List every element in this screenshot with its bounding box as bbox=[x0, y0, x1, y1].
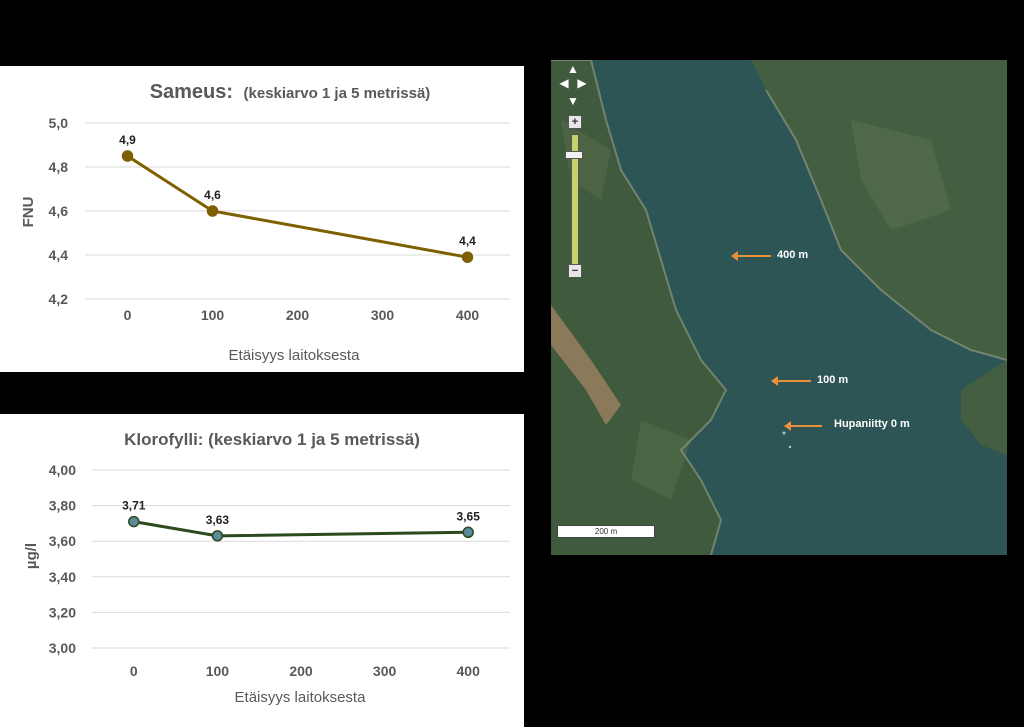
marker-arrow-400m bbox=[731, 251, 771, 261]
pan-left-button[interactable]: ◀ bbox=[559, 76, 569, 90]
y-tick-label: 4,4 bbox=[49, 247, 69, 263]
map-terrain bbox=[551, 60, 1007, 555]
chart-subtitle: (keskiarvo 1 ja 5 metrissä) bbox=[244, 85, 431, 102]
x-axis-label: Etäisyys laitoksesta bbox=[235, 689, 367, 706]
label-400m: 400 m bbox=[777, 249, 809, 261]
x-tick-label: 400 bbox=[457, 663, 481, 679]
y-tick-label: 4,2 bbox=[49, 291, 69, 307]
y-tick-label: 3,40 bbox=[49, 569, 76, 585]
chlorophyll-chart: Klorofylli: (keskiarvo 1 ja 5 metrissä) … bbox=[0, 414, 524, 727]
y-tick-label: 3,00 bbox=[49, 640, 76, 656]
x-tick-label: 100 bbox=[206, 663, 230, 679]
x-axis-label: Etäisyys laitoksesta bbox=[229, 347, 361, 364]
y-tick-label: 4,6 bbox=[49, 203, 69, 219]
x-tick-label: 200 bbox=[286, 307, 310, 323]
pan-right-button[interactable]: ▶ bbox=[577, 76, 587, 90]
data-label: 3,65 bbox=[457, 509, 481, 523]
x-tick-label: 200 bbox=[289, 663, 313, 679]
data-label: 4,9 bbox=[119, 133, 136, 147]
marker-arrow-hupaniitty bbox=[784, 421, 822, 431]
chart-title-main: Sameus: bbox=[150, 81, 233, 103]
data-label: 3,71 bbox=[122, 499, 146, 513]
y-tick-label: 4,00 bbox=[49, 462, 76, 478]
label-hupaniitty: Hupaniitty 0 m bbox=[834, 418, 910, 430]
y-tick-label: 3,60 bbox=[49, 533, 76, 549]
data-point bbox=[462, 526, 474, 539]
zoom-in-button[interactable]: + bbox=[568, 115, 582, 129]
data-label: 4,4 bbox=[459, 234, 476, 248]
pan-up-button[interactable]: ▲ bbox=[567, 62, 579, 76]
chlorophyll-chart-svg: Klorofylli: (keskiarvo 1 ja 5 metrissä) … bbox=[23, 430, 510, 706]
label-100m: 100 m bbox=[817, 374, 849, 386]
pan-down-button[interactable]: ▼ bbox=[567, 94, 579, 108]
y-tick-label: 4,8 bbox=[49, 159, 69, 175]
y-tick-label: 5,0 bbox=[49, 115, 69, 131]
x-tick-label: 400 bbox=[456, 307, 480, 323]
data-point bbox=[121, 150, 134, 162]
zoom-slider-handle[interactable] bbox=[565, 151, 583, 159]
x-tick-label: 0 bbox=[124, 307, 132, 323]
zoom-out-button[interactable]: − bbox=[568, 264, 582, 278]
data-point bbox=[206, 205, 219, 217]
marker-arrow-100m bbox=[771, 376, 811, 386]
series-line bbox=[126, 154, 468, 259]
x-tick-label: 100 bbox=[201, 307, 225, 323]
data-label: 3,63 bbox=[206, 513, 230, 527]
satellite-map[interactable]: ▲ ◀ ▶ ▼ + − 400 m 100 m Hupaniitty 0 m 2… bbox=[551, 60, 1007, 555]
y-tick-label: 3,20 bbox=[49, 604, 76, 620]
y-axis-label: µg/l bbox=[23, 543, 40, 569]
y-tick-label: 3,80 bbox=[49, 498, 76, 514]
map-scale-bar: 200 m bbox=[557, 525, 655, 538]
turbidity-chart: Sameus: (keskiarvo 1 ja 5 metrissä) 4,2 4… bbox=[0, 66, 524, 372]
series-line bbox=[133, 520, 469, 538]
data-point bbox=[461, 251, 474, 263]
turbidity-chart-svg: Sameus: (keskiarvo 1 ja 5 metrissä) 4,2 4… bbox=[20, 81, 510, 364]
x-tick-label: 0 bbox=[130, 663, 138, 679]
chart-title: Sameus: (keskiarvo 1 ja 5 metrissä) bbox=[150, 81, 431, 103]
chart-title: Klorofylli: (keskiarvo 1 ja 5 metrissä) bbox=[124, 430, 420, 449]
x-tick-label: 300 bbox=[373, 663, 397, 679]
x-tick-label: 300 bbox=[371, 307, 395, 323]
data-point bbox=[128, 515, 140, 528]
data-point bbox=[211, 530, 224, 542]
y-axis-label: FNU bbox=[20, 197, 37, 228]
data-label: 4,6 bbox=[204, 188, 221, 202]
